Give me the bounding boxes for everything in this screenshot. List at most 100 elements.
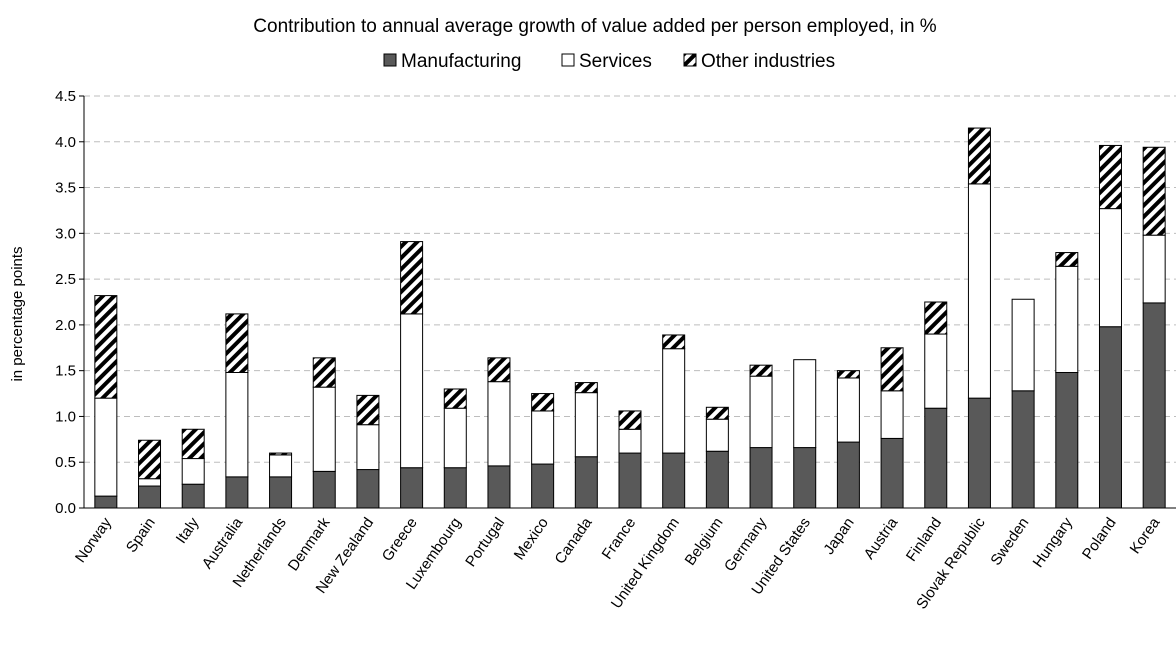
bar-segment-services xyxy=(138,478,162,487)
bar-segment-services xyxy=(181,458,205,485)
bar-stack-mexico xyxy=(531,393,555,509)
x-tick-label: Austria xyxy=(861,514,902,563)
bar-segment-other-industries xyxy=(836,370,860,379)
bar-segment-services xyxy=(1055,265,1079,373)
bar-stack-korea xyxy=(1142,146,1166,509)
bar-segment-services xyxy=(1098,208,1122,328)
bar-segment-services xyxy=(924,333,948,409)
bar-segment-services xyxy=(356,424,380,471)
bar-segment-manufacturing xyxy=(1055,371,1079,509)
x-tick-label: Italy xyxy=(173,514,203,547)
bar-segment-manufacturing xyxy=(836,441,860,509)
bar-segment-other-industries xyxy=(94,295,118,399)
bar-segment-services xyxy=(531,410,555,465)
bar-segment-other-industries xyxy=(400,241,424,315)
bar-segment-services xyxy=(312,386,336,472)
bar-segment-other-industries xyxy=(1055,252,1079,267)
gridlines xyxy=(84,95,1176,463)
bar-segment-manufacturing xyxy=(793,447,817,509)
bar-segment-manufacturing xyxy=(924,407,948,509)
bar-segment-services xyxy=(487,381,511,467)
bar-segment-other-industries xyxy=(443,388,467,409)
bar-segment-manufacturing xyxy=(138,485,162,509)
bar-segment-manufacturing xyxy=(181,483,205,509)
bar-segment-manufacturing xyxy=(749,447,773,509)
bar-segment-manufacturing xyxy=(967,397,991,509)
bar-stack-australia xyxy=(225,313,249,509)
x-tick-label: Australia xyxy=(199,514,247,572)
legend-label-manufacturing: Manufacturing xyxy=(401,51,521,72)
x-tick-label: Korea xyxy=(1127,514,1164,557)
y-tick-label: 3.5 xyxy=(55,180,76,197)
bar-segment-manufacturing xyxy=(1142,302,1166,509)
bar-segment-other-industries xyxy=(705,406,729,420)
y-tick-label: 4.0 xyxy=(55,134,76,151)
bar-stack-italy xyxy=(181,428,205,509)
y-tick-label: 0.5 xyxy=(55,454,76,471)
x-tick-label: Greece xyxy=(379,515,421,565)
bar-segment-manufacturing xyxy=(400,467,424,509)
bar-stack-greece xyxy=(400,241,424,509)
bar-segment-other-industries xyxy=(749,364,773,377)
chart-title: Contribution to annual average growth of… xyxy=(253,16,936,37)
bar-segment-services xyxy=(269,454,293,478)
legend: Manufacturing Services Other industries xyxy=(383,51,835,72)
bar-segment-manufacturing xyxy=(94,495,118,509)
bar-segment-manufacturing xyxy=(487,465,511,509)
bar-segment-services xyxy=(793,359,817,449)
bar-segment-other-industries xyxy=(1098,144,1122,210)
bar-stack-luxembourg xyxy=(443,388,467,509)
bar-segment-manufacturing xyxy=(443,467,467,509)
bar-segment-other-industries xyxy=(1142,146,1166,236)
bar-stack-slovak-republic xyxy=(967,127,991,509)
x-tick-label: Norway xyxy=(72,514,115,566)
bar-segment-services xyxy=(574,392,598,458)
bar-segment-services xyxy=(1142,234,1166,304)
bar-segment-other-industries xyxy=(531,393,555,412)
bar-segment-services xyxy=(225,371,249,478)
y-axis-label: in percentage points xyxy=(9,246,26,381)
x-tick-label: Spain xyxy=(123,515,159,556)
y-tick-label: 3.0 xyxy=(55,225,76,242)
x-tick-label: Canada xyxy=(552,514,596,567)
bar-stack-denmark xyxy=(312,357,336,509)
y-tick-label: 1.0 xyxy=(55,408,76,425)
legend-swatch-other-industries xyxy=(683,53,697,67)
bar-stack-united-kingdom xyxy=(662,334,686,509)
bar-segment-other-industries xyxy=(225,313,249,373)
bar-segment-other-industries xyxy=(880,347,904,392)
bar-segment-manufacturing xyxy=(880,437,904,509)
bar-segment-other-industries xyxy=(312,357,336,388)
bar-segment-services xyxy=(967,183,991,399)
x-tick-label: Poland xyxy=(1079,515,1120,563)
bar-stack-united-states xyxy=(793,359,817,509)
bar-segment-services xyxy=(94,397,118,497)
bar-segment-other-industries xyxy=(138,439,162,480)
legend-label-other-industries: Other industries xyxy=(701,51,835,72)
bar-segment-other-industries xyxy=(662,334,686,350)
legend-swatch-services xyxy=(561,53,575,67)
bar-segment-services xyxy=(880,390,904,439)
bar-segment-services xyxy=(705,418,729,452)
bar-segment-manufacturing xyxy=(705,450,729,509)
bar-segment-other-industries xyxy=(356,394,380,426)
bar-stack-norway xyxy=(94,295,118,509)
legend-label-services: Services xyxy=(579,51,652,72)
bar-segment-services xyxy=(1011,298,1035,392)
bar-segment-services xyxy=(618,428,642,454)
y-tick-label: 1.5 xyxy=(55,363,76,380)
bar-segment-services xyxy=(443,407,467,469)
bar-stack-netherlands xyxy=(269,452,293,509)
x-tick-label: Japan xyxy=(820,515,857,558)
bar-segment-manufacturing xyxy=(225,476,249,509)
bar-stack-spain xyxy=(138,439,162,509)
bar-segment-services xyxy=(749,375,773,449)
y-tick-label: 4.5 xyxy=(55,88,76,105)
bar-segment-services xyxy=(836,377,860,443)
bar-stack-portugal xyxy=(487,357,511,509)
legend-swatch-manufacturing xyxy=(383,53,397,67)
bar-segment-other-industries xyxy=(269,452,293,456)
bar-segment-manufacturing xyxy=(531,463,555,509)
bar-segment-other-industries xyxy=(924,301,948,335)
